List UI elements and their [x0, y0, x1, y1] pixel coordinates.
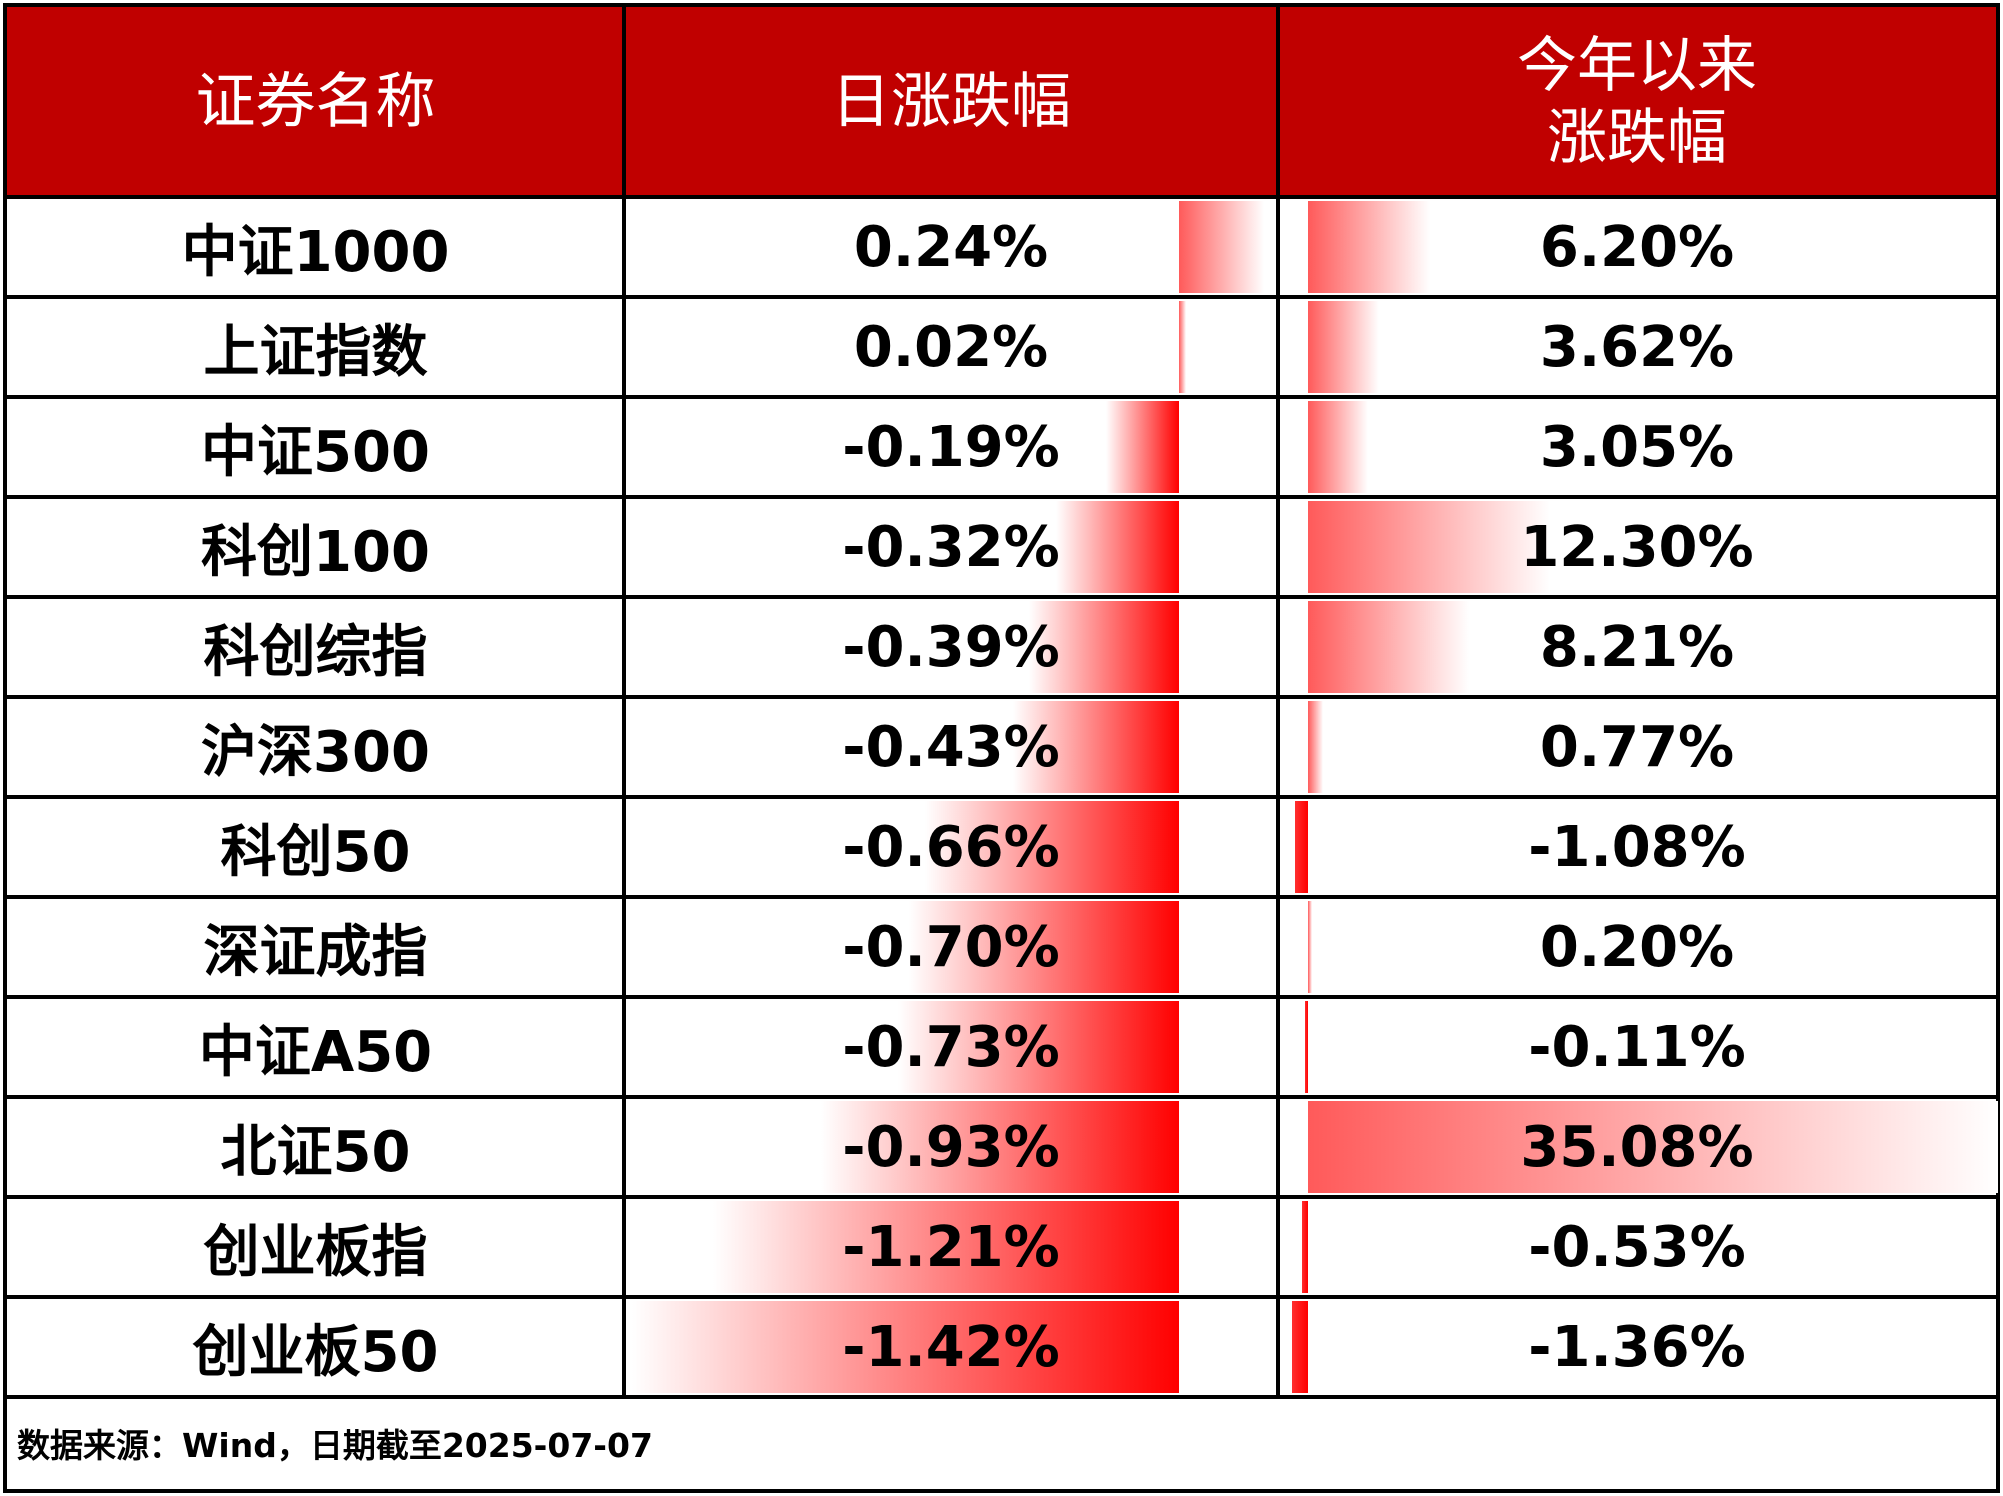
header-ytd-change-line1: 今年以来: [1517, 31, 1757, 101]
ytd-change-value: -0.53%: [1528, 1214, 1746, 1280]
daily-change-bar: [1179, 201, 1264, 293]
header-security-name: 证券名称: [7, 7, 624, 197]
ytd-change-value: 8.21%: [1539, 614, 1735, 680]
daily-change-value: -0.43%: [842, 714, 1060, 780]
security-name-cell: 北证50: [220, 1119, 411, 1185]
ytd-change-value: 3.05%: [1539, 414, 1735, 480]
security-name-cell: 深证成指: [203, 919, 428, 985]
grid-line: [1276, 7, 1280, 1397]
daily-change-value: -0.19%: [842, 414, 1060, 480]
grid-line: [7, 495, 1996, 499]
grid-line: [7, 795, 1996, 799]
ytd-change-value: 3.62%: [1539, 314, 1735, 380]
ytd-change-bar: [1295, 801, 1308, 893]
daily-change-bar: [820, 1101, 1179, 1193]
daily-change-value: -1.42%: [842, 1314, 1060, 1380]
grid-line: [7, 895, 1996, 899]
ytd-change-value: 0.20%: [1539, 914, 1735, 980]
daily-change-bar: [1028, 601, 1179, 693]
ytd-change-value: -0.11%: [1528, 1014, 1746, 1080]
daily-change-bar: [897, 1001, 1179, 1093]
ytd-change-bar: [1308, 601, 1470, 693]
grid-line: [7, 195, 1996, 199]
daily-change-value: -0.93%: [842, 1114, 1060, 1180]
security-name-cell: 上证指数: [203, 319, 428, 385]
header-ytd-change: 今年以来 涨跌幅: [1278, 7, 1996, 197]
ytd-change-bar: [1301, 1201, 1308, 1293]
header-daily-change: 日涨跌幅: [624, 7, 1278, 197]
security-name-cell: 沪深300: [201, 719, 430, 785]
grid-line: [7, 1095, 1996, 1099]
security-name-cell: 中证500: [201, 419, 430, 485]
ytd-change-bar: [1308, 401, 1368, 493]
ytd-change-value: 12.30%: [1520, 514, 1754, 580]
ytd-change-bar: [1291, 1301, 1308, 1393]
security-name-cell: 科创综指: [203, 619, 428, 685]
security-name-cell: 中证1000: [181, 219, 450, 285]
daily-change-value: -0.73%: [842, 1014, 1060, 1080]
security-name-cell: 科创100: [201, 519, 430, 585]
security-name-cell: 科创50: [220, 819, 411, 885]
security-name-cell: 创业板指: [203, 1219, 428, 1285]
grid-line: [7, 595, 1996, 599]
daily-change-value: -0.70%: [842, 914, 1060, 980]
ytd-change-bar: [1308, 1101, 1998, 1193]
daily-change-bar: [632, 1301, 1179, 1393]
daily-change-bar: [1179, 301, 1187, 393]
security-name-cell: 中证A50: [198, 1019, 433, 1085]
header-daily-change-label: 日涨跌幅: [831, 67, 1071, 137]
grid-line: [7, 295, 1996, 299]
performance-table: 证券名称 日涨跌幅 今年以来 涨跌幅 数据来源：Wind，日期截至2025-07…: [3, 3, 2000, 1493]
ytd-change-bar: [1305, 1001, 1308, 1093]
ytd-change-value: -1.36%: [1528, 1314, 1746, 1380]
footer-source-note: 数据来源：Wind，日期截至2025-07-07: [17, 1426, 653, 1465]
daily-change-value: 0.24%: [853, 214, 1049, 280]
security-name-cell: 创业板50: [192, 1319, 439, 1385]
daily-change-bar: [924, 801, 1179, 893]
daily-change-value: -0.32%: [842, 514, 1060, 580]
ytd-change-value: -1.08%: [1528, 814, 1746, 880]
grid-line: [7, 1195, 1996, 1199]
ytd-change-bar: [1308, 501, 1550, 593]
ytd-change-bar: [1308, 201, 1430, 293]
grid-line: [7, 1295, 1996, 1299]
daily-change-bar: [1105, 401, 1179, 493]
ytd-change-value: 0.77%: [1539, 714, 1735, 780]
daily-change-bar: [1013, 701, 1179, 793]
grid-line: [7, 995, 1996, 999]
daily-change-bar: [1055, 501, 1179, 593]
grid-line: [7, 695, 1996, 699]
header-security-name-label: 证券名称: [195, 67, 436, 137]
grid-line: [7, 395, 1996, 399]
grid-line: [622, 7, 626, 1397]
grid-line: [7, 1395, 1996, 1399]
daily-change-value: 0.02%: [853, 314, 1049, 380]
daily-change-value: -0.66%: [842, 814, 1060, 880]
daily-change-value: -1.21%: [842, 1214, 1060, 1280]
ytd-change-bar: [1308, 901, 1312, 993]
ytd-change-value: 35.08%: [1520, 1114, 1754, 1180]
daily-change-bar: [712, 1201, 1179, 1293]
daily-change-bar: [909, 901, 1179, 993]
ytd-change-bar: [1308, 301, 1380, 393]
ytd-change-value: 6.20%: [1539, 214, 1735, 280]
header-ytd-change-line2: 涨跌幅: [1547, 103, 1727, 173]
ytd-change-bar: [1308, 701, 1324, 793]
daily-change-value: -0.39%: [842, 614, 1060, 680]
